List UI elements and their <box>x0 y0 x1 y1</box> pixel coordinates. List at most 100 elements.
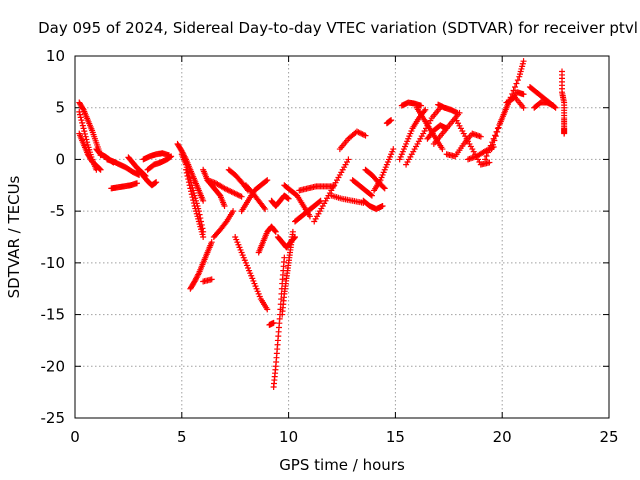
y-tick-label: 10 <box>46 47 65 65</box>
data-point <box>183 166 190 173</box>
x-tick-label: 20 <box>493 428 512 446</box>
data-point <box>188 188 195 195</box>
data-point <box>262 206 269 213</box>
data-point <box>494 128 501 135</box>
data-point <box>388 117 395 124</box>
data-point <box>183 169 190 176</box>
series-seg44 <box>424 122 450 142</box>
data-point <box>200 234 207 240</box>
series-seg17 <box>204 177 245 200</box>
data-point <box>482 156 489 163</box>
x-tick-label: 10 <box>279 428 298 446</box>
data-point <box>221 202 228 209</box>
y-tick-label: -20 <box>41 357 66 375</box>
data-point <box>494 125 501 132</box>
y-tick-labels: 10 5 0 -5 -10 -15 -20 -25 <box>41 47 66 427</box>
data-point <box>96 166 103 173</box>
series-seg13 <box>183 166 207 240</box>
data-point <box>499 113 506 120</box>
data-point <box>190 200 197 207</box>
series-seg12 <box>178 151 207 235</box>
data-point <box>390 146 397 153</box>
data-point <box>264 306 271 313</box>
data-point <box>306 213 313 220</box>
series-seg03 <box>76 130 104 173</box>
data-point <box>484 149 491 156</box>
data-point <box>504 102 511 109</box>
series-seg20 <box>232 234 271 313</box>
data-point <box>188 191 195 198</box>
data-point <box>439 146 446 153</box>
series-seg05 <box>108 180 140 192</box>
y-tick-label: 5 <box>55 99 65 117</box>
data-point <box>79 119 86 126</box>
data-point <box>189 194 196 201</box>
data-point <box>513 80 520 87</box>
data-point <box>492 133 499 140</box>
series-seg51 <box>488 89 527 153</box>
data-point <box>81 128 88 135</box>
data-point <box>421 108 428 115</box>
data-point <box>208 239 215 246</box>
data-point <box>187 185 194 192</box>
x-tick-label: 0 <box>70 428 80 446</box>
data-point <box>501 109 508 116</box>
axis-ticks <box>74 55 610 419</box>
series-seg33 <box>336 128 369 153</box>
y-tick-label: -25 <box>41 409 66 427</box>
data-point <box>367 191 374 198</box>
data-point <box>561 130 568 137</box>
data-point <box>486 159 493 166</box>
data-point <box>520 58 527 65</box>
series-seg23 <box>255 223 279 256</box>
series-seg55 <box>559 68 568 137</box>
x-tick-label: 25 <box>599 428 618 446</box>
data-point <box>510 87 517 94</box>
series-seg39 <box>383 117 395 127</box>
data-point <box>362 132 369 139</box>
data-point <box>285 195 292 202</box>
data-point <box>97 166 104 173</box>
data-point <box>200 197 207 204</box>
data-point <box>270 319 277 326</box>
chart-title: Day 095 of 2024, Sidereal Day-to-day VTE… <box>38 19 638 37</box>
plot-frame <box>74 55 610 419</box>
data-point <box>520 91 527 98</box>
x-tick-label: 15 <box>386 428 405 446</box>
data-point <box>76 108 83 115</box>
series-seg14 <box>187 239 215 292</box>
data-point <box>263 177 270 184</box>
series-seg25 <box>268 192 292 209</box>
data-point <box>133 180 140 187</box>
y-tick-label: -15 <box>41 306 66 324</box>
data-point <box>368 192 375 199</box>
data-point <box>153 179 160 186</box>
data-point <box>190 197 197 204</box>
series-seg40 <box>396 106 429 163</box>
data-point <box>222 219 229 226</box>
data-point <box>520 104 527 111</box>
x-tick-label: 5 <box>177 428 187 446</box>
data-point <box>495 124 502 131</box>
data-point <box>345 156 352 163</box>
series-seg46 <box>435 101 461 116</box>
series-seg47 <box>443 130 484 160</box>
data-point <box>79 122 86 129</box>
data-point <box>488 146 495 153</box>
series-seg18 <box>210 208 237 240</box>
data-point <box>208 276 215 283</box>
data-point <box>316 198 323 205</box>
data-point <box>489 141 496 148</box>
x-tick-labels: 0 5 10 15 20 25 <box>70 428 618 446</box>
series-seg38 <box>371 146 397 194</box>
y-tick-label: -10 <box>41 254 66 272</box>
series-seg34 <box>349 177 375 199</box>
y-tick-label: 0 <box>55 150 65 168</box>
data-point <box>186 182 193 189</box>
series-seg48 <box>452 115 493 168</box>
data-point <box>80 125 87 132</box>
data-point <box>380 184 387 191</box>
data-point <box>512 84 519 91</box>
series-seg15 <box>200 276 215 285</box>
data-point <box>289 228 296 235</box>
